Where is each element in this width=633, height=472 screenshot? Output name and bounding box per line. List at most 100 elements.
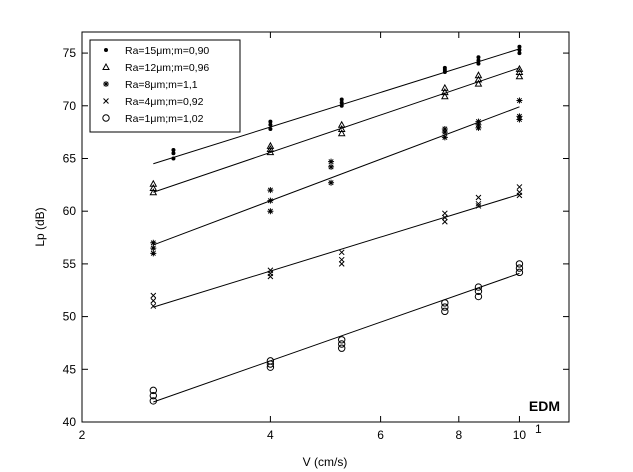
data-point-series-2 <box>474 75 483 83</box>
data-point-series-5 <box>338 344 346 352</box>
y-tick-label: 75 <box>63 46 77 60</box>
data-point-series-4 <box>338 249 345 256</box>
data-point-series-1 <box>339 97 344 102</box>
x-tick-label: 10 <box>513 428 527 442</box>
data-point-series-2 <box>149 188 158 196</box>
legend-marker-4 <box>103 98 109 104</box>
data-point-series-1 <box>171 151 176 156</box>
data-point-series-2 <box>474 79 483 87</box>
data-point-series-5 <box>338 340 346 348</box>
fit-line-series-3 <box>153 106 520 246</box>
data-point-series-5 <box>515 260 524 268</box>
legend-marker-3 <box>103 81 109 87</box>
data-point-series-4 <box>441 214 448 221</box>
data-point-series-3 <box>150 239 157 246</box>
data-point-series-5 <box>441 299 449 307</box>
data-point-series-5 <box>474 292 483 301</box>
data-point-series-3 <box>441 129 448 136</box>
data-point-series-3 <box>475 118 482 125</box>
legend-box <box>89 39 241 133</box>
data-point-series-3 <box>150 245 157 252</box>
data-point-series-4 <box>475 203 482 209</box>
data-point-series-4 <box>338 261 345 267</box>
data-point-series-2 <box>149 183 158 191</box>
y-axis-label: Lp (dB) <box>33 207 47 246</box>
legend: Ra=15μm;m=0,90 Ra=12μm;m=0,96 Ra=8μm;m=1,1… <box>89 39 241 133</box>
data-point-series-4 <box>441 210 448 217</box>
x-tick-label: 2 <box>79 428 86 442</box>
data-point-series-1 <box>171 156 176 161</box>
data-point-series-3 <box>441 134 448 141</box>
data-point-series-2 <box>441 83 449 91</box>
legend-label-1: Ra=15μm;m=0,90 <box>125 45 209 57</box>
y-tick-label: 50 <box>63 310 77 324</box>
data-point-series-3 <box>475 121 482 128</box>
data-point-series-2 <box>515 64 524 72</box>
data-point-series-1 <box>476 55 481 60</box>
data-point-series-4 <box>150 292 157 299</box>
data-point-series-2 <box>149 179 158 187</box>
data-point-series-1 <box>476 58 481 63</box>
data-point-series-5 <box>266 357 275 365</box>
data-point-series-2 <box>474 71 483 79</box>
data-point-series-1 <box>517 51 522 56</box>
data-points <box>149 44 524 405</box>
data-point-series-1 <box>268 122 273 127</box>
data-point-series-4 <box>150 303 157 309</box>
data-point-series-2 <box>337 129 346 137</box>
data-point-series-3 <box>328 179 335 186</box>
data-point-series-3 <box>475 124 482 131</box>
data-point-series-3 <box>328 163 335 170</box>
data-point-series-4 <box>267 267 274 274</box>
data-point-series-5 <box>441 303 449 311</box>
data-point-series-3 <box>150 250 157 257</box>
data-point-series-4 <box>338 256 345 263</box>
data-point-series-3 <box>267 187 274 194</box>
data-point-series-5 <box>149 391 158 400</box>
data-point-series-1 <box>476 61 481 66</box>
legend-marker-1 <box>104 48 108 52</box>
fit-line-series-1 <box>153 48 520 165</box>
y-axis: 40 45 50 55 60 65 70 75 <box>63 46 569 429</box>
data-point-series-4 <box>441 218 448 225</box>
data-point-series-3 <box>328 158 335 165</box>
y-tick-label: 40 <box>63 415 77 429</box>
data-point-series-1 <box>171 148 176 153</box>
x-tick-exponent: 1 <box>535 422 542 436</box>
data-point-series-4 <box>516 189 523 196</box>
data-point-series-5 <box>149 386 158 395</box>
data-point-series-5 <box>515 268 524 277</box>
y-tick-label: 65 <box>63 151 77 165</box>
data-point-series-3 <box>267 197 274 204</box>
fit-line-series-4 <box>153 193 520 308</box>
y-tick-label: 55 <box>63 257 77 271</box>
data-point-series-3 <box>516 113 523 120</box>
data-point-series-2 <box>266 141 275 149</box>
data-point-series-1 <box>268 119 273 124</box>
data-point-series-2 <box>337 120 346 128</box>
data-point-series-2 <box>441 88 449 96</box>
data-point-series-5 <box>474 287 483 295</box>
edm-annotation: EDM <box>529 398 560 414</box>
data-point-series-1 <box>339 100 344 105</box>
y-tick-label: 45 <box>63 362 77 376</box>
data-point-series-4 <box>475 200 482 207</box>
fit-lines <box>153 48 520 403</box>
data-point-series-1 <box>517 44 522 49</box>
data-point-series-4 <box>475 194 482 201</box>
legend-label-4: Ra=4μm;m=0,92 <box>125 96 204 108</box>
data-point-series-4 <box>516 184 523 190</box>
data-point-series-1 <box>517 47 522 52</box>
legend-marker-2 <box>102 62 110 70</box>
fit-line-series-2 <box>153 67 520 193</box>
data-point-series-5 <box>338 336 346 344</box>
x-tick-label: 6 <box>377 428 384 442</box>
data-point-series-1 <box>442 65 447 70</box>
data-point-series-5 <box>515 264 524 272</box>
legend-label-2: Ra=12μm;m=0,96 <box>125 62 209 74</box>
data-point-series-5 <box>441 307 449 316</box>
data-point-series-2 <box>441 92 449 100</box>
y-tick-label: 60 <box>63 204 77 218</box>
data-point-series-2 <box>337 124 346 132</box>
